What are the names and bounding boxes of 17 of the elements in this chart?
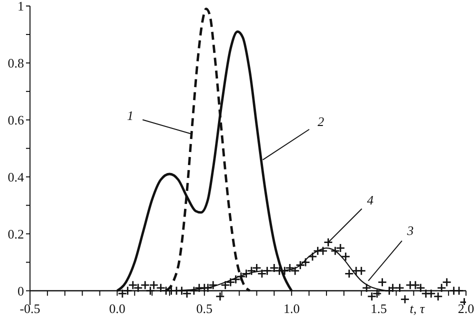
y-tick-label: 0 — [18, 283, 24, 298]
y-tick-label: 0.8 — [8, 56, 24, 71]
annotation: 4 — [366, 192, 374, 208]
y-tick-label: 0.2 — [8, 226, 24, 242]
x-tick-label: 1.5 — [370, 300, 387, 316]
x-tick-label: 0.0 — [109, 300, 126, 316]
y-tick-label: 0.4 — [8, 169, 24, 184]
x-tick-label: 0.5 — [196, 300, 213, 316]
x-tick-label: 1.0 — [283, 300, 300, 316]
annotation: 1 — [126, 108, 134, 124]
y-tick-label: 1 — [18, 0, 24, 14]
x-axis-title: t, τ — [410, 300, 426, 316]
annotation: 2 — [318, 114, 325, 129]
x-tick-label: -0.5 — [20, 300, 40, 316]
x-tick-label: 2.0 — [458, 300, 474, 316]
annotation: 3 — [406, 222, 414, 238]
y-tick-label: 0.6 — [8, 112, 24, 128]
